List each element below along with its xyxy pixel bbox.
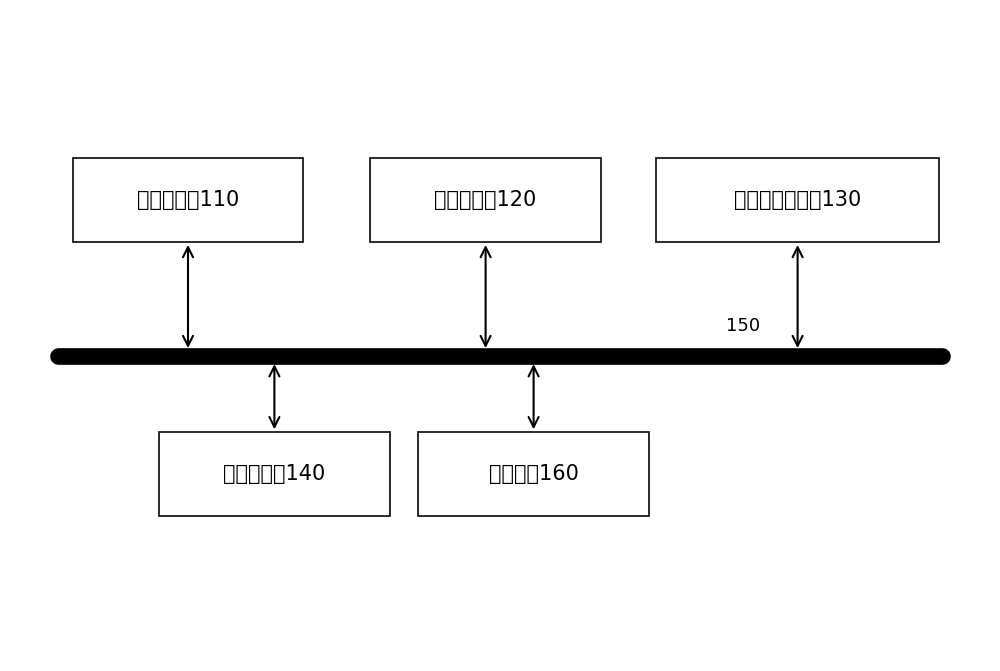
FancyBboxPatch shape bbox=[159, 432, 390, 516]
Text: 前置摄像头140: 前置摄像头140 bbox=[223, 464, 326, 484]
Text: 触控显示屏120: 触控显示屏120 bbox=[434, 190, 537, 210]
FancyBboxPatch shape bbox=[656, 158, 939, 242]
Text: 150: 150 bbox=[726, 317, 760, 336]
Text: 应用处理器110: 应用处理器110 bbox=[137, 190, 239, 210]
FancyBboxPatch shape bbox=[73, 158, 303, 242]
Text: 虹膜识别摄像头130: 虹膜识别摄像头130 bbox=[734, 190, 861, 210]
FancyBboxPatch shape bbox=[418, 432, 649, 516]
FancyBboxPatch shape bbox=[370, 158, 601, 242]
Text: 补光模块160: 补光模块160 bbox=[489, 464, 579, 484]
